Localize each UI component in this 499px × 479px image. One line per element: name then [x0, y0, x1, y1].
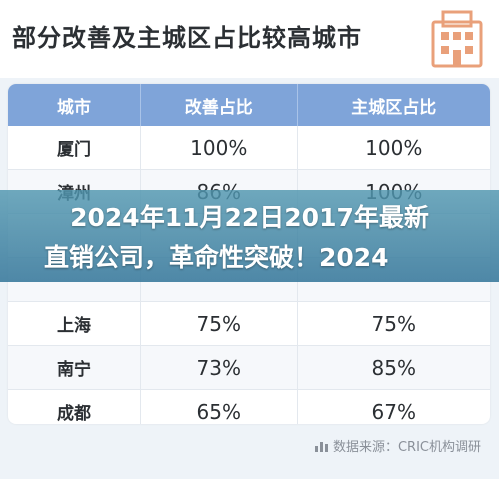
- main-cell: 67%: [297, 389, 490, 424]
- data-source-text: 数据来源：CRIC机构调研: [332, 440, 481, 455]
- page-title: 部分改善及主城区占比较高城市: [12, 24, 362, 52]
- column-header-city: 城市: [8, 84, 141, 126]
- city-cell: 上海: [8, 301, 141, 346]
- banner-headline-line-1: 2024年11月22日2017年最新: [70, 203, 429, 232]
- header: 部分改善及主城区占比较高城市: [0, 0, 499, 78]
- improve-cell: 75%: [140, 301, 298, 346]
- table-header-row: 城市 改善占比 主城区占比: [8, 84, 490, 126]
- city-cell: 厦门: [8, 126, 141, 170]
- column-header-improve: 改善占比: [140, 84, 298, 126]
- city-cell: 成都: [8, 389, 141, 424]
- improve-cell: 65%: [140, 389, 298, 424]
- improve-cell: 100%: [140, 126, 298, 170]
- building-logo-icon: [431, 10, 483, 68]
- improve-cell: 73%: [140, 345, 298, 390]
- main-cell: 100%: [297, 126, 490, 170]
- banner-headline-line-2: 直销公司，革命性突破！2024: [44, 243, 389, 272]
- ratio-table: 城市 改善占比 主城区占比 厦门 100% 100% 漳州 86% 100%: [8, 84, 490, 424]
- city-cell: 南宁: [8, 345, 141, 390]
- column-header-main: 主城区占比: [297, 84, 490, 126]
- table-row: 上海 75% 75%: [8, 301, 490, 346]
- data-source: 数据来源：CRIC机构调研: [314, 436, 481, 455]
- table-row: 厦门 100% 100%: [8, 126, 490, 170]
- headline-banner: 2024年11月22日2017年最新 直销公司，革命性突破！2024: [0, 190, 499, 282]
- bar-chart-icon: [314, 442, 328, 452]
- main-cell: 85%: [297, 345, 490, 390]
- table-row: 南宁 73% 85%: [8, 345, 490, 390]
- table-row: 成都 65% 67%: [8, 389, 490, 424]
- main-cell: 75%: [297, 301, 490, 346]
